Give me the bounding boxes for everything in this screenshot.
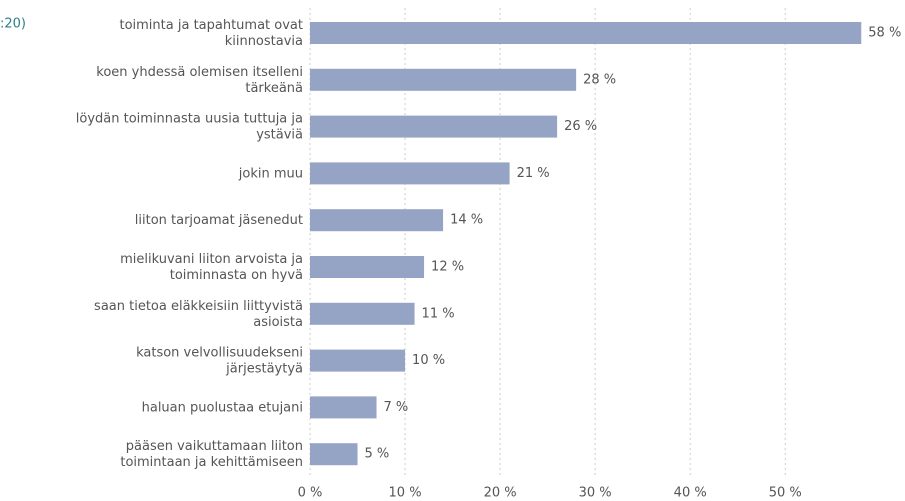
value-label: 7 %: [384, 400, 409, 415]
value-label: 26 %: [564, 119, 597, 134]
category-label: katson velvollisuudekseni järjestäytyä: [136, 345, 303, 376]
x-tick-label: 40 %: [674, 486, 707, 501]
bar: [310, 443, 358, 466]
category-label: koen yhdessä olemisen itselleni tärkeänä: [96, 64, 303, 95]
bar: [310, 302, 415, 325]
category-label: saan tietoa eläkkeisiin liittyvistä asioi…: [94, 298, 303, 329]
value-label: 12 %: [431, 260, 464, 275]
x-tick-label: 20 %: [484, 486, 517, 501]
bar: [310, 256, 425, 278]
value-label: 10 %: [412, 353, 445, 368]
bar: [310, 396, 377, 419]
value-label: 58 %: [868, 26, 901, 41]
bar: [310, 209, 444, 232]
category-label: liiton tarjoamat jäsenedut: [135, 213, 303, 228]
category-label: mielikuvani liiton arvoista ja toiminnast…: [120, 252, 303, 283]
x-tick-label: 10 %: [389, 486, 422, 501]
bar: [310, 349, 406, 372]
bar: [310, 68, 577, 91]
category-label: löydän toiminnasta uusia tuttuja ja ystäv…: [76, 111, 303, 142]
value-label: 28 %: [583, 72, 616, 87]
x-tick-label: 0 %: [298, 486, 323, 501]
value-label: 21 %: [517, 166, 550, 181]
bar: [310, 22, 862, 44]
bar: [310, 115, 558, 138]
bar: [310, 162, 510, 185]
value-label: 14 %: [450, 213, 483, 228]
category-label: toiminta ja tapahtumat ovat kiinnostavia: [119, 18, 303, 49]
category-label: jokin muu: [238, 166, 303, 181]
annotation: :20): [0, 17, 26, 32]
value-label: 5 %: [365, 447, 390, 462]
value-label: 11 %: [422, 306, 455, 321]
x-tick-label: 30 %: [579, 486, 612, 501]
category-label: haluan puolustaa etujani: [142, 400, 303, 415]
category-label: pääsen vaikuttamaan liiton toimintaan ja …: [120, 439, 303, 470]
x-tick-label: 50 %: [769, 486, 802, 501]
